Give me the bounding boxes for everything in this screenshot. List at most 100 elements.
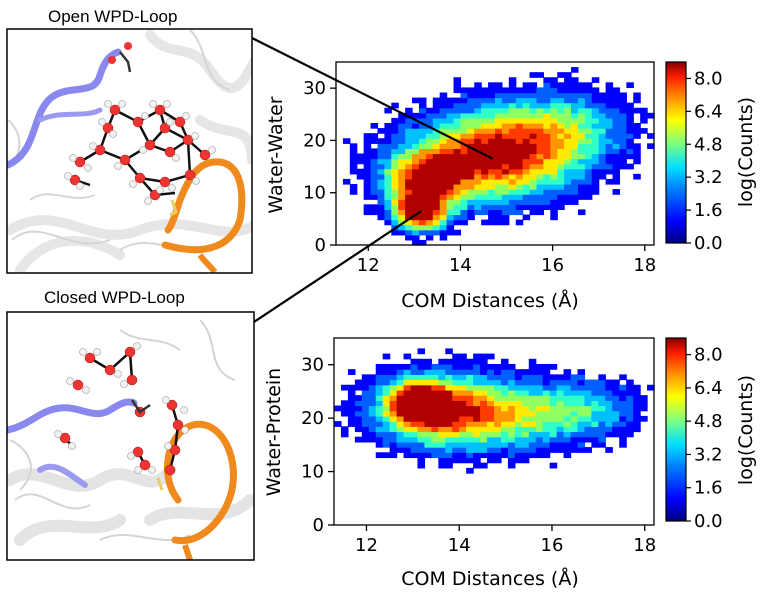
heatmap-cell (417, 358, 426, 365)
heatmap-cell (417, 431, 426, 438)
heatmap-cell (412, 209, 420, 216)
heatmap-cell (549, 431, 558, 438)
heatmap-cell (508, 199, 517, 205)
heatmap-cell (543, 158, 551, 165)
heatmap-cell (522, 102, 531, 109)
colorbar-tick-label: 4.8 (694, 134, 723, 155)
heatmap-cell (522, 133, 531, 139)
heatmap-cell (368, 389, 377, 396)
heatmap-cell (363, 143, 372, 150)
heatmap-cell (452, 426, 460, 433)
heatmap-cell (577, 168, 586, 175)
heatmap-cell (446, 209, 455, 216)
heatmap-cell (514, 369, 523, 375)
heatmap-cell (453, 229, 462, 236)
heatmap-cell (424, 426, 432, 433)
heatmap-cell (591, 426, 599, 433)
heatmap-cell (605, 143, 614, 150)
heatmap-cell (495, 97, 503, 104)
closed-loop-pointer-line (253, 210, 422, 323)
heatmap-cell (564, 158, 572, 165)
heatmap-cell (466, 405, 474, 412)
heatmap-cell (398, 163, 406, 170)
heatmap-cell (633, 426, 641, 433)
heatmap-cell (480, 353, 488, 360)
heatmap-cell (474, 107, 482, 114)
heatmap-cell (467, 173, 475, 180)
heatmap-cell (452, 369, 460, 375)
heatmap-cell (640, 112, 648, 119)
heatmap-cell (445, 452, 453, 459)
heatmap-cell (431, 452, 439, 459)
heatmap-cell (418, 107, 427, 114)
heatmap-cell (591, 421, 599, 427)
heatmap-cell (473, 426, 481, 433)
heatmap-cell (453, 153, 462, 160)
heatmap-cell (432, 173, 441, 180)
heatmap-cell (494, 441, 502, 448)
heatmap-cell (370, 148, 379, 155)
heatmap-cell (598, 389, 606, 396)
heatmap-cell (528, 363, 537, 370)
heatmap-cell (425, 148, 434, 155)
heatmap-cell (571, 102, 579, 109)
heatmap-cell (515, 194, 524, 200)
heatmap-cell (474, 189, 482, 195)
heatmap-cell (382, 436, 391, 443)
heatmap-cell (418, 133, 427, 139)
heatmap-cell (563, 436, 572, 443)
heatmap-cell (480, 447, 488, 453)
heatmap-cell (445, 348, 453, 355)
heatmap-cell (626, 107, 634, 114)
heatmap-cell (501, 158, 510, 165)
heatmap-cell (612, 168, 621, 175)
heatmap-cell (453, 173, 462, 180)
heatmap-cell (495, 214, 503, 221)
heatmap-cell (453, 219, 462, 226)
heatmap-cell (514, 452, 523, 459)
heatmap-cell (396, 369, 405, 375)
heatmap-cell (495, 107, 503, 114)
heatmap-cell (466, 467, 474, 474)
heatmap-cell (557, 173, 565, 180)
heatmap-cell (389, 363, 398, 370)
heatmap-cell (626, 415, 634, 422)
heatmap-cell (467, 214, 475, 221)
heatmap-cell (515, 133, 524, 139)
heatmap-cell (556, 447, 565, 453)
heatmap-cell (439, 92, 448, 99)
heatmap-cell (647, 143, 655, 150)
heatmap-cell (571, 77, 579, 83)
heatmap-cell (626, 112, 634, 119)
heatmap-cell (584, 436, 592, 443)
heatmap-cell (528, 410, 537, 417)
heatmap-cell (549, 415, 558, 422)
heatmap-cell (514, 395, 523, 401)
heatmap-cell (398, 153, 406, 160)
heatmap-cell (564, 128, 572, 134)
heatmap-cell (417, 395, 426, 401)
heatmap-cell (584, 87, 593, 94)
heatmap-cell (500, 405, 509, 412)
heatmap-cell (521, 410, 530, 417)
heatmap-cell (515, 189, 524, 195)
heatmap-cell (528, 384, 537, 391)
heatmap-cell (418, 123, 427, 129)
heatmap-cell (488, 107, 496, 114)
heatmap-cell (500, 389, 509, 396)
heatmap-cell (391, 173, 399, 180)
heatmap-cell (488, 97, 496, 104)
heatmap-cell (417, 374, 426, 381)
heatmap-cell (412, 153, 420, 160)
heatmap-cell (570, 436, 579, 443)
heatmap-cell (507, 462, 516, 469)
heatmap-cell (584, 138, 593, 144)
heatmap-cell (398, 148, 406, 155)
heatmap-cell (529, 117, 538, 124)
heatmap-cell (370, 209, 379, 216)
heatmap-cell (543, 117, 551, 124)
heatmap-cell (459, 431, 467, 438)
heatmap-cell (508, 173, 517, 180)
heatmap-cell (431, 436, 439, 443)
heatmap-cell (584, 82, 593, 89)
